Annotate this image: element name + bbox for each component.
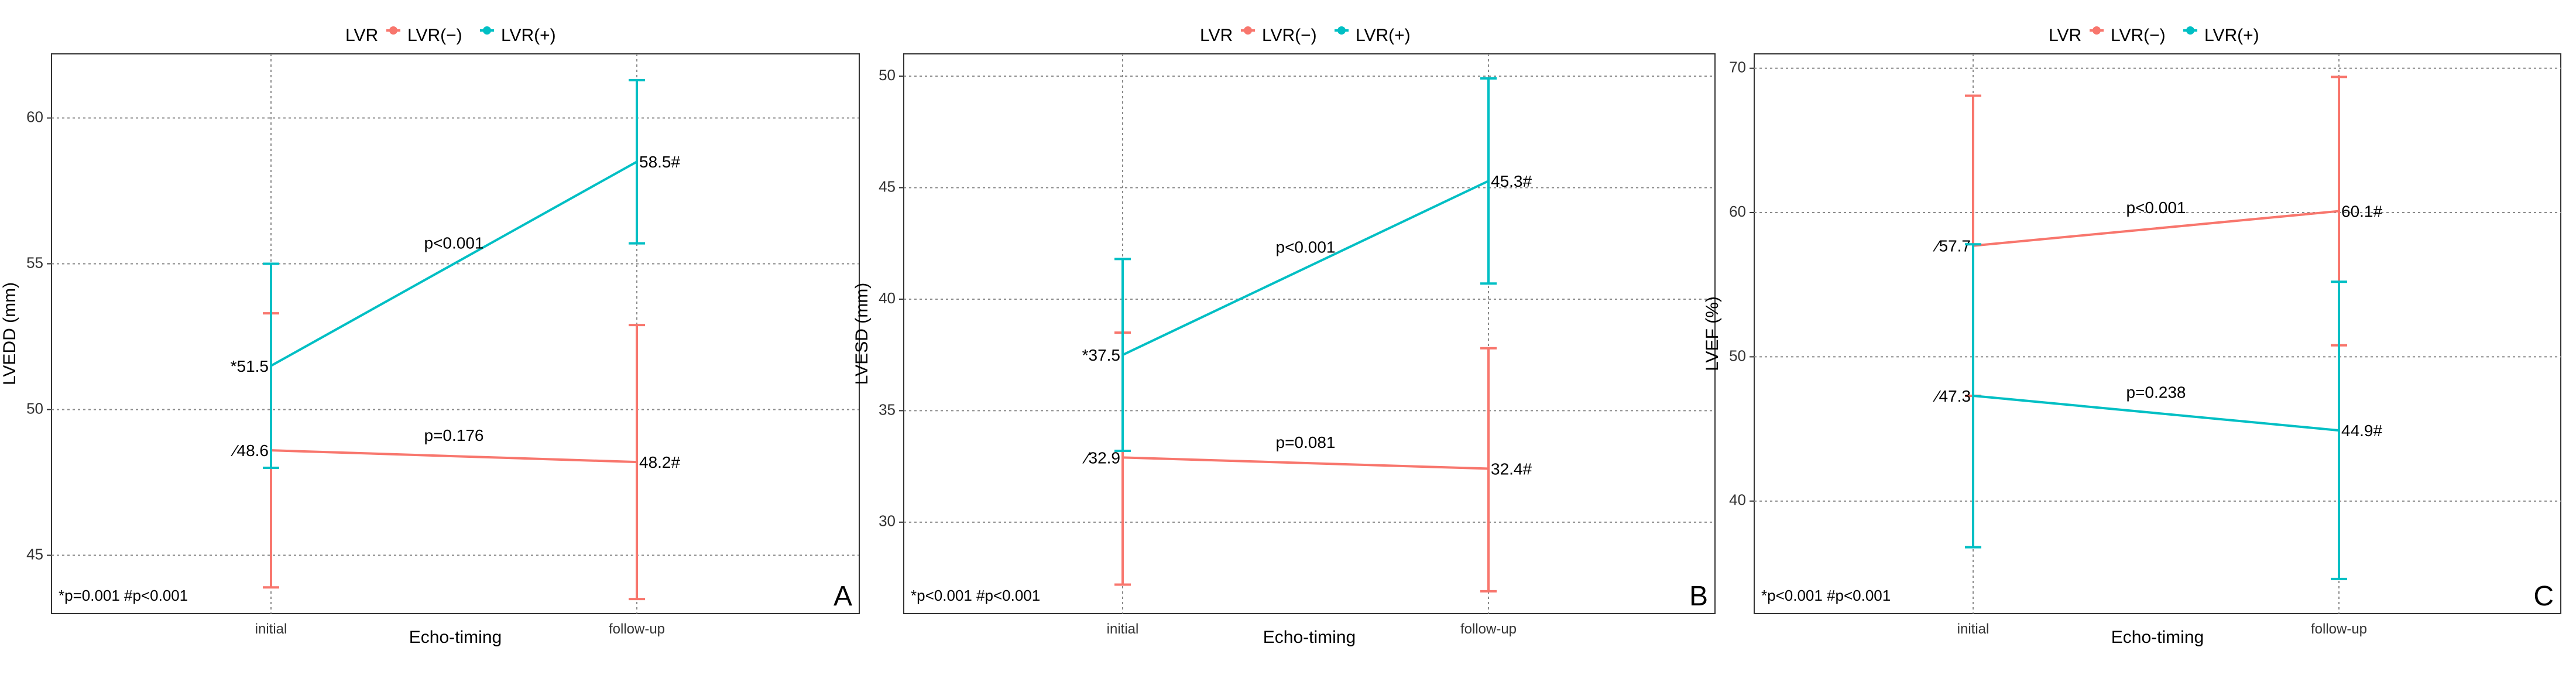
legend-dot-lvr-plus [1337, 26, 1346, 35]
y-tick-label: 45 [26, 545, 43, 563]
series-line [1122, 456, 1489, 470]
legend-label-lvr-plus: LVR(+) [1356, 26, 1411, 45]
legend-title: LVR [345, 26, 378, 45]
legend-label-lvr-plus: LVR(+) [2204, 26, 2259, 45]
legend-dot-lvr-minus [389, 26, 397, 35]
value-label: ⁄57.7 [1933, 237, 1971, 255]
value-label: 58.5# [639, 153, 680, 171]
y-tick-label: 50 [1729, 347, 1746, 364]
legend-label-lvr-minus: LVR(−) [2111, 26, 2166, 45]
value-label: 45.3# [1491, 172, 1532, 190]
x-tick-label: follow-up [1460, 621, 1517, 637]
footnote: *p<0.001 #p<0.001 [911, 587, 1040, 604]
p-value-label: p<0.001 [1276, 238, 1336, 256]
panel-letter: B [1689, 581, 1708, 612]
y-tick-label: 45 [879, 177, 896, 195]
series-lvr-plus: *51.5 58.5# p<0.001 [231, 78, 680, 470]
value-label: ⁄32.9 [1082, 448, 1120, 467]
value-label: ⁄47.3 [1933, 387, 1971, 405]
x-tick-label: follow-up [609, 621, 665, 637]
legend-dot-lvr-minus [2093, 26, 2101, 35]
legend-title: LVR [2049, 26, 2081, 45]
legend-label-lvr-minus: LVR(−) [1262, 26, 1317, 45]
x-tick-label: initial [1107, 621, 1139, 637]
series-line [1973, 394, 2340, 432]
value-label: ⁄48.6 [231, 441, 269, 460]
legend-label-lvr-plus: LVR(+) [501, 26, 556, 45]
series-line [1973, 210, 2340, 247]
y-tick-label: 70 [1729, 59, 1746, 76]
legend-dot-lvr-plus [483, 26, 491, 35]
x-tick-label: follow-up [2311, 621, 2367, 637]
x-axis-title: Echo-timing [2111, 628, 2204, 647]
x-axis-title: Echo-timing [409, 628, 502, 647]
legend: LVR LVR(−) LVR(+) [345, 26, 556, 45]
value-label: 32.4# [1491, 460, 1532, 478]
panel-letter: C [2533, 581, 2554, 612]
series-line [270, 449, 637, 464]
panel-letter: A [833, 581, 852, 612]
chart-panel-a: LVR LVR(−) LVR(+) 45 50 55 60 initial follow-up E… [0, 26, 860, 647]
chart-panel-c: LVR LVR(−) LVR(+) 40 50 60 70 initial follow-up E… [1703, 26, 2561, 647]
legend-dot-lvr-minus [1244, 26, 1252, 35]
y-tick-label: 50 [26, 399, 43, 417]
series-line [270, 160, 637, 367]
value-label: *51.5 [231, 357, 269, 375]
series-lvr-plus: *37.5 45.3# p<0.001 [1082, 77, 1532, 452]
y-axis-title: LVESD (mm) [852, 283, 872, 385]
legend-title: LVR [1200, 26, 1233, 45]
legend: LVR LVR(−) LVR(+) [2049, 26, 2259, 45]
legend: LVR LVR(−) LVR(+) [1200, 26, 1411, 45]
p-value-label: p<0.001 [424, 234, 484, 252]
y-tick-label: 30 [879, 512, 896, 530]
y-tick-label: 35 [879, 400, 896, 418]
footnote: *p=0.001 #p<0.001 [59, 587, 188, 604]
value-label: 44.9# [2341, 422, 2382, 440]
plot-area [51, 53, 860, 614]
p-value-label: p=0.176 [424, 426, 484, 444]
p-value-label: p=0.238 [2126, 383, 2186, 402]
value-label: 60.1# [2341, 203, 2382, 221]
legend-dot-lvr-plus [2186, 26, 2194, 35]
series-line [1122, 180, 1489, 356]
value-label: *37.5 [1082, 346, 1120, 364]
series-lvr-minus: ⁄48.6 48.2# p=0.176 [231, 312, 680, 601]
plot-area [1754, 53, 2561, 614]
x-tick-label: initial [255, 621, 287, 637]
p-value-label: p=0.081 [1276, 433, 1336, 451]
y-axis-title: LVEDD (mm) [0, 282, 19, 385]
footnote: *p<0.001 #p<0.001 [1761, 587, 1891, 604]
y-tick-label: 40 [879, 289, 896, 307]
legend-label-lvr-minus: LVR(−) [407, 26, 462, 45]
series-lvr-plus: ⁄47.3 44.9# p=0.238 [1933, 243, 2382, 580]
x-tick-label: initial [1957, 621, 1990, 637]
x-axis-title: Echo-timing [1263, 628, 1356, 647]
y-tick-label: 55 [26, 254, 43, 271]
y-tick-label: 40 [1729, 491, 1746, 509]
y-axis-title: LVEF (%) [1703, 296, 1722, 371]
plot-area [903, 53, 1716, 614]
y-tick-label: 60 [26, 108, 43, 125]
chart-panel-b: LVR LVR(−) LVR(+) 30 35 40 45 50 initial follow-u… [852, 26, 1716, 647]
y-tick-label: 50 [879, 66, 896, 84]
y-tick-label: 60 [1729, 203, 1746, 220]
value-label: 48.2# [639, 453, 680, 471]
p-value-label: p<0.001 [2126, 198, 2186, 217]
